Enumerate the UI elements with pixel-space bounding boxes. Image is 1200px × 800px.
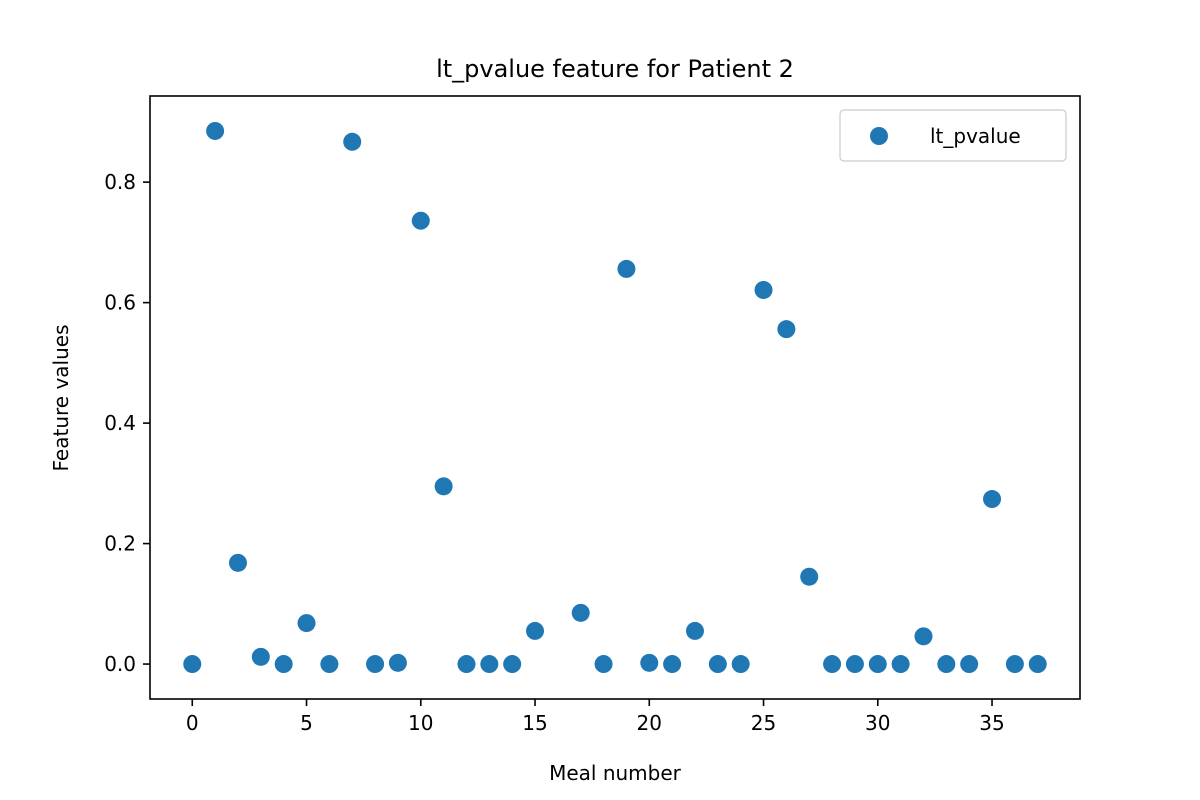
data-point xyxy=(800,567,819,586)
y-axis-ticks: 0.0 0.2 0.4 0.6 0.8 xyxy=(104,170,150,676)
data-point xyxy=(228,553,247,572)
data-point xyxy=(457,655,476,674)
data-point xyxy=(1028,655,1047,674)
y-axis-label: Feature values xyxy=(49,325,73,472)
data-point xyxy=(343,132,362,151)
x-tick-label: 25 xyxy=(751,711,776,735)
data-point xyxy=(960,655,979,674)
data-point xyxy=(845,655,864,674)
data-point xyxy=(366,655,385,674)
data-point xyxy=(480,655,499,674)
data-point xyxy=(777,320,796,339)
x-axis-ticks: 0 5 10 15 20 25 30 35 xyxy=(186,699,1005,735)
legend-marker xyxy=(870,127,888,145)
data-point xyxy=(914,627,933,646)
x-axis-label: Meal number xyxy=(549,761,682,785)
data-point xyxy=(685,621,704,640)
x-tick-label: 15 xyxy=(522,711,547,735)
data-point xyxy=(503,655,522,674)
x-tick-label: 30 xyxy=(865,711,890,735)
data-point xyxy=(823,655,842,674)
data-point xyxy=(251,647,270,666)
x-tick-label: 20 xyxy=(637,711,662,735)
data-point xyxy=(868,655,887,674)
y-tick-label: 0.0 xyxy=(104,652,136,676)
data-point xyxy=(594,655,613,674)
data-points xyxy=(183,121,1047,674)
data-point xyxy=(206,121,225,140)
y-tick-label: 0.8 xyxy=(104,170,136,194)
data-point xyxy=(708,655,727,674)
data-point xyxy=(571,603,590,622)
data-point xyxy=(388,653,407,672)
data-point xyxy=(617,259,636,278)
legend-label: lt_pvalue xyxy=(930,124,1021,148)
chart-title: lt_pvalue feature for Patient 2 xyxy=(436,55,794,83)
data-point xyxy=(663,655,682,674)
x-tick-label: 35 xyxy=(979,711,1004,735)
plot-frame xyxy=(149,95,1081,700)
data-point xyxy=(640,653,659,672)
data-point xyxy=(320,655,339,674)
data-point xyxy=(526,621,545,640)
y-tick-label: 0.4 xyxy=(104,411,136,435)
data-point xyxy=(274,655,293,674)
data-point xyxy=(731,655,750,674)
data-point xyxy=(983,490,1002,509)
x-tick-label: 5 xyxy=(300,711,313,735)
data-point xyxy=(183,655,202,674)
x-tick-label: 0 xyxy=(186,711,199,735)
y-tick-label: 0.2 xyxy=(104,532,136,556)
legend-box xyxy=(839,109,1067,162)
data-point xyxy=(411,211,430,230)
y-tick-label: 0.6 xyxy=(104,291,136,315)
legend: lt_pvalue xyxy=(839,109,1067,162)
data-point xyxy=(297,614,316,633)
data-point xyxy=(434,477,453,496)
x-tick-label: 10 xyxy=(408,711,433,735)
data-point xyxy=(754,280,773,299)
data-point xyxy=(1005,655,1024,674)
data-point xyxy=(891,655,910,674)
data-point xyxy=(937,655,956,674)
